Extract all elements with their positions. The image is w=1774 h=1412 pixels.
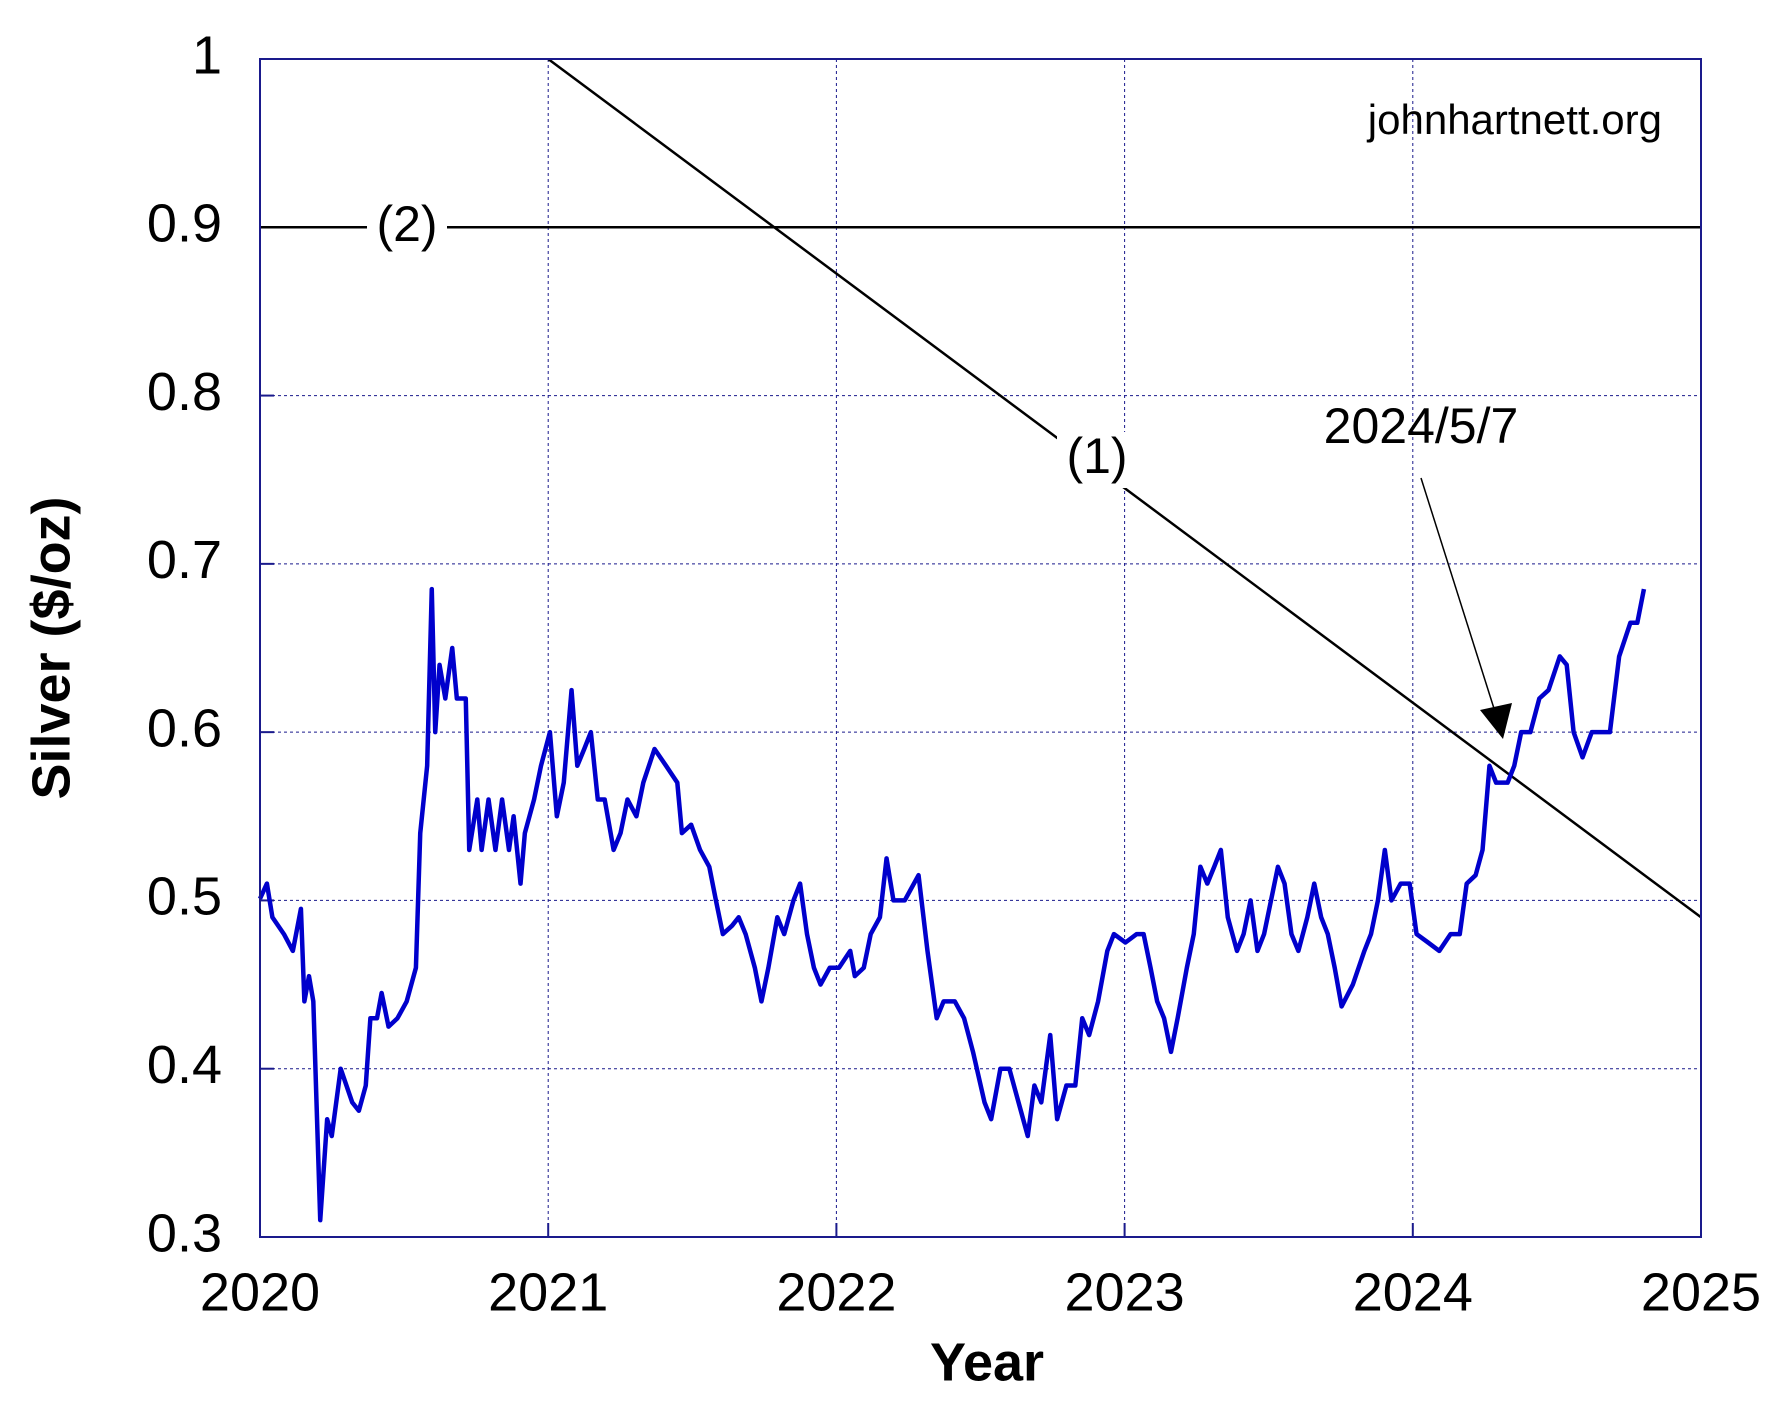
arrow-head — [1480, 703, 1512, 739]
label-backdrop — [367, 200, 447, 256]
x-tick-label: 2022 — [776, 1262, 896, 1322]
series-label: (1) — [1066, 428, 1127, 484]
label-backdrop — [1057, 432, 1137, 488]
y-tick-label: 0.6 — [147, 698, 222, 758]
y-tick-label: 0.9 — [147, 194, 222, 254]
x-tick-label: 2023 — [1065, 1262, 1185, 1322]
y-tick-label: 0.5 — [147, 867, 222, 927]
y-axis-title: Silver ($/oz) — [21, 496, 81, 799]
source-note: johnhartnett.org — [1366, 96, 1662, 143]
x-tick-label: 2024 — [1353, 1262, 1473, 1322]
x-axis-title: Year — [930, 1332, 1044, 1392]
y-tick-label: 1 — [192, 25, 222, 85]
y-tick-label: 0.8 — [147, 362, 222, 422]
silver-line — [257, 586, 1647, 1223]
series-label: (2) — [376, 196, 437, 252]
date-annotation: 2024/5/7 — [1324, 398, 1519, 454]
annotation-arrow — [1420, 477, 1498, 719]
plot-lines — [257, 57, 1702, 1223]
plot-frame — [259, 58, 1702, 1238]
y-tick-label: 0.4 — [147, 1035, 222, 1095]
x-tick-label: 2025 — [1641, 1262, 1761, 1322]
x-tick-label: 2021 — [488, 1262, 608, 1322]
x-tick-label: 2020 — [200, 1262, 320, 1322]
y-tick-label: 0.7 — [147, 530, 222, 590]
y-tick-label: 0.3 — [147, 1203, 222, 1263]
